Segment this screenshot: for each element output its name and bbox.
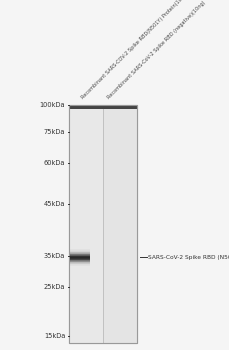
Bar	[70, 258, 90, 259]
Bar	[70, 257, 90, 258]
Text: 75kDa: 75kDa	[44, 130, 65, 135]
Text: 35kDa: 35kDa	[44, 253, 65, 259]
Bar	[70, 252, 90, 253]
Bar	[70, 260, 90, 261]
Text: Recombinant SARS-COV-2 Spike RBD(N501Y) Protein(10ng): Recombinant SARS-COV-2 Spike RBD(N501Y) …	[80, 0, 189, 100]
Bar	[70, 250, 90, 251]
Bar	[69, 105, 137, 109]
Bar	[70, 261, 90, 262]
Bar	[70, 253, 90, 254]
Bar	[70, 265, 90, 266]
Bar	[70, 263, 90, 264]
Bar	[69, 105, 137, 343]
Bar	[70, 262, 90, 263]
Text: 15kDa: 15kDa	[44, 333, 65, 339]
Text: 60kDa: 60kDa	[44, 160, 65, 166]
Text: Recombinant SARS-CoV-2 Spike RBD (negative)(10ng): Recombinant SARS-CoV-2 Spike RBD (negati…	[106, 0, 206, 100]
Bar	[70, 254, 90, 255]
Text: 25kDa: 25kDa	[44, 284, 65, 290]
Bar	[70, 253, 90, 254]
Bar	[70, 251, 90, 252]
Bar	[69, 105, 137, 343]
Bar	[69, 105, 103, 343]
Bar	[70, 264, 90, 265]
Bar	[70, 256, 90, 257]
Text: 45kDa: 45kDa	[44, 201, 65, 207]
Text: SARS-CoV-2 Spike RBD (N501Y): SARS-CoV-2 Spike RBD (N501Y)	[148, 255, 229, 260]
Bar	[103, 105, 137, 343]
Bar	[70, 259, 90, 260]
Text: 100kDa: 100kDa	[40, 102, 65, 108]
